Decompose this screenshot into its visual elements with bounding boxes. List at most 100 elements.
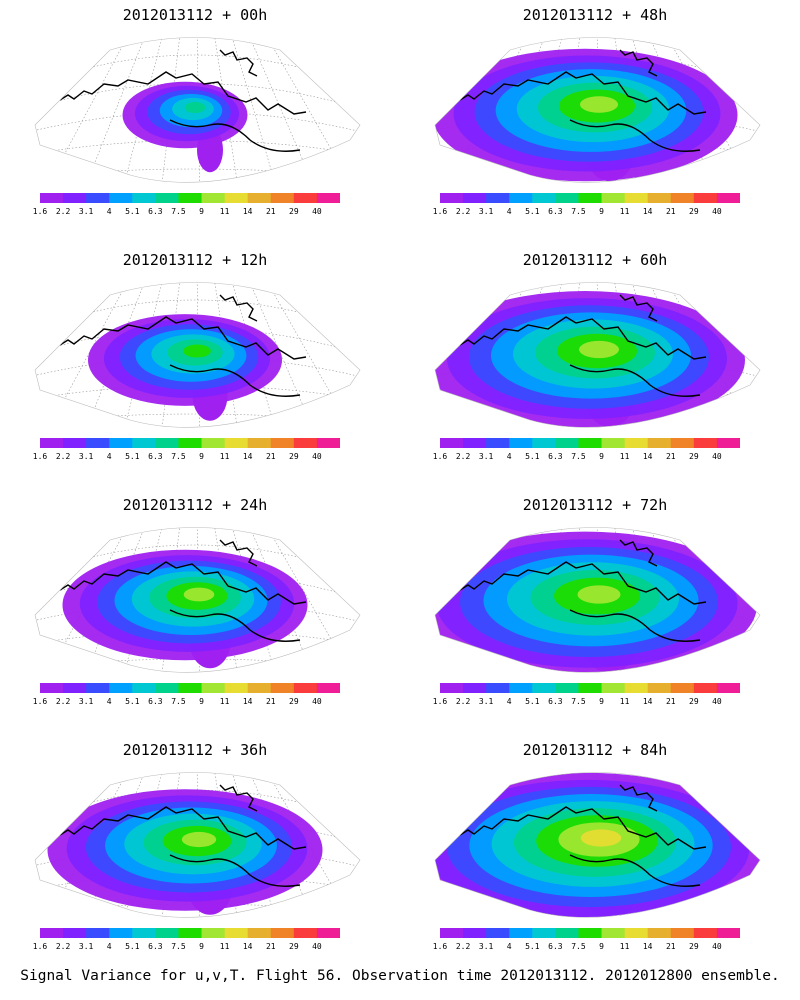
colorbar-swatch	[63, 193, 87, 203]
colorbar-swatch	[693, 438, 718, 448]
colorbar-swatch	[716, 193, 740, 203]
colorbar-label: 29	[689, 452, 699, 461]
colorbar-swatch	[155, 928, 179, 938]
polar-map	[434, 527, 761, 673]
colorbar-label: 40	[712, 942, 722, 951]
colorbar-swatch	[247, 438, 272, 448]
colorbar-labels: 1.6 2.2 3.1 4 5.1 6.3 7.5 9 11 14 21 29 40	[433, 207, 740, 219]
colorbar-label: 6.3	[548, 207, 563, 216]
polar-map	[34, 527, 361, 673]
colorbar-swatch	[109, 193, 133, 203]
colorbar-label: 5.1	[525, 697, 540, 706]
colorbar-label: 7.5	[571, 697, 586, 706]
colorbar-swatch	[132, 193, 156, 203]
colorbar-swatch	[155, 683, 179, 693]
map-panel: 2012013112 + 84h 1.6 2.2 3.1 4 5.1 6.3 7.5 9 11 14…	[400, 735, 790, 980]
polar-map	[434, 37, 761, 183]
colorbar-swatch	[316, 438, 340, 448]
colorbar-label: 1.6	[432, 942, 448, 951]
colorbar-swatch	[155, 438, 179, 448]
colorbar-swatch	[40, 438, 64, 448]
polar-map	[34, 772, 361, 918]
colorbar-swatch	[270, 683, 295, 693]
colorbar-label: 5.1	[125, 207, 140, 216]
colorbar-label: 3.1	[78, 207, 94, 216]
colorbar-label: 3.1	[78, 452, 94, 461]
colorbar-swatch	[178, 683, 203, 693]
polar-map	[34, 37, 361, 183]
colorbar-label: 3.1	[78, 942, 94, 951]
colorbar-labels: 1.6 2.2 3.1 4 5.1 6.3 7.5 9 11 14 21 29 40	[433, 942, 740, 954]
colorbar-label: 6.3	[148, 942, 163, 951]
colorbar-label: 2.2	[55, 452, 71, 461]
colorbar-label: 40	[312, 452, 322, 461]
colorbar-label: 29	[689, 697, 699, 706]
colorbar-swatch	[578, 193, 603, 203]
map-panel: 2012013112 + 48h 1.6 2.2 3.1 4 5.1 6.3 7.5 9 11 14…	[400, 0, 790, 245]
colorbar-label: 1.6	[32, 452, 48, 461]
colorbar-swatch	[509, 438, 533, 448]
colorbar-label: 7.5	[171, 207, 186, 216]
colorbar-label: 14	[642, 207, 653, 216]
colorbar-label: 2.2	[455, 452, 471, 461]
colorbar-label: 9	[599, 207, 604, 216]
colorbar-swatch	[463, 193, 487, 203]
colorbar-label: 3.1	[478, 452, 494, 461]
polar-map	[34, 282, 361, 428]
colorbar-swatch	[647, 438, 672, 448]
colorbar-label: 1.6	[32, 207, 48, 216]
colorbar-swatch	[716, 683, 740, 693]
colorbar-swatch	[178, 928, 203, 938]
colorbar-swatch	[532, 438, 556, 448]
colorbar-label: 21	[665, 942, 676, 951]
colorbar-swatch	[201, 683, 226, 693]
colorbar-label: 29	[289, 452, 299, 461]
colorbar-label: 9	[599, 697, 604, 706]
colorbar-label: 7.5	[571, 942, 586, 951]
colorbar	[40, 438, 340, 448]
colorbar-label: 11	[619, 452, 630, 461]
colorbar-label: 21	[665, 207, 676, 216]
colorbar-swatch	[693, 683, 718, 693]
colorbar-swatch	[670, 683, 695, 693]
colorbar-label: 4	[106, 942, 112, 951]
colorbar-swatch	[224, 438, 249, 448]
colorbar-swatch	[532, 683, 556, 693]
colorbar-label: 2.2	[55, 942, 71, 951]
colorbar-label: 40	[712, 452, 722, 461]
colorbar	[440, 928, 740, 938]
colorbar-label: 29	[689, 207, 699, 216]
colorbar-swatch	[86, 193, 110, 203]
colorbar-label: 1.6	[432, 452, 448, 461]
colorbar-swatch	[270, 928, 295, 938]
colorbar-swatch	[247, 928, 272, 938]
colorbar	[40, 193, 340, 203]
colorbar-swatch	[293, 193, 318, 203]
colorbar-label: 5.1	[125, 452, 140, 461]
colorbar-swatch	[440, 928, 464, 938]
colorbar-swatch	[316, 193, 340, 203]
map-panel: 2012013112 + 60h 1.6 2.2 3.1 4 5.1 6.3 7.5 9 11 14…	[400, 245, 790, 490]
colorbar-swatch	[293, 928, 318, 938]
colorbar-label: 11	[219, 452, 230, 461]
colorbar-swatch	[624, 928, 649, 938]
colorbar-swatch	[647, 193, 672, 203]
colorbar-swatch	[463, 683, 487, 693]
colorbar-swatch	[293, 438, 318, 448]
colorbar-label: 29	[289, 942, 299, 951]
colorbar-swatch	[201, 193, 226, 203]
colorbar-label: 5.1	[125, 942, 140, 951]
colorbar-swatch	[578, 438, 603, 448]
colorbar-label: 4	[506, 697, 512, 706]
colorbar-label: 1.6	[32, 942, 48, 951]
colorbar-label: 11	[219, 942, 230, 951]
colorbar-label: 1.6	[432, 207, 448, 216]
colorbar-labels: 1.6 2.2 3.1 4 5.1 6.3 7.5 9 11 14 21 29 40	[33, 207, 340, 219]
colorbar-swatch	[247, 193, 272, 203]
colorbar-label: 14	[642, 452, 653, 461]
polar-map	[434, 282, 761, 428]
colorbar-label: 3.1	[78, 697, 94, 706]
colorbar-swatch	[509, 193, 533, 203]
colorbar-swatch	[178, 193, 203, 203]
colorbar-swatch	[670, 438, 695, 448]
